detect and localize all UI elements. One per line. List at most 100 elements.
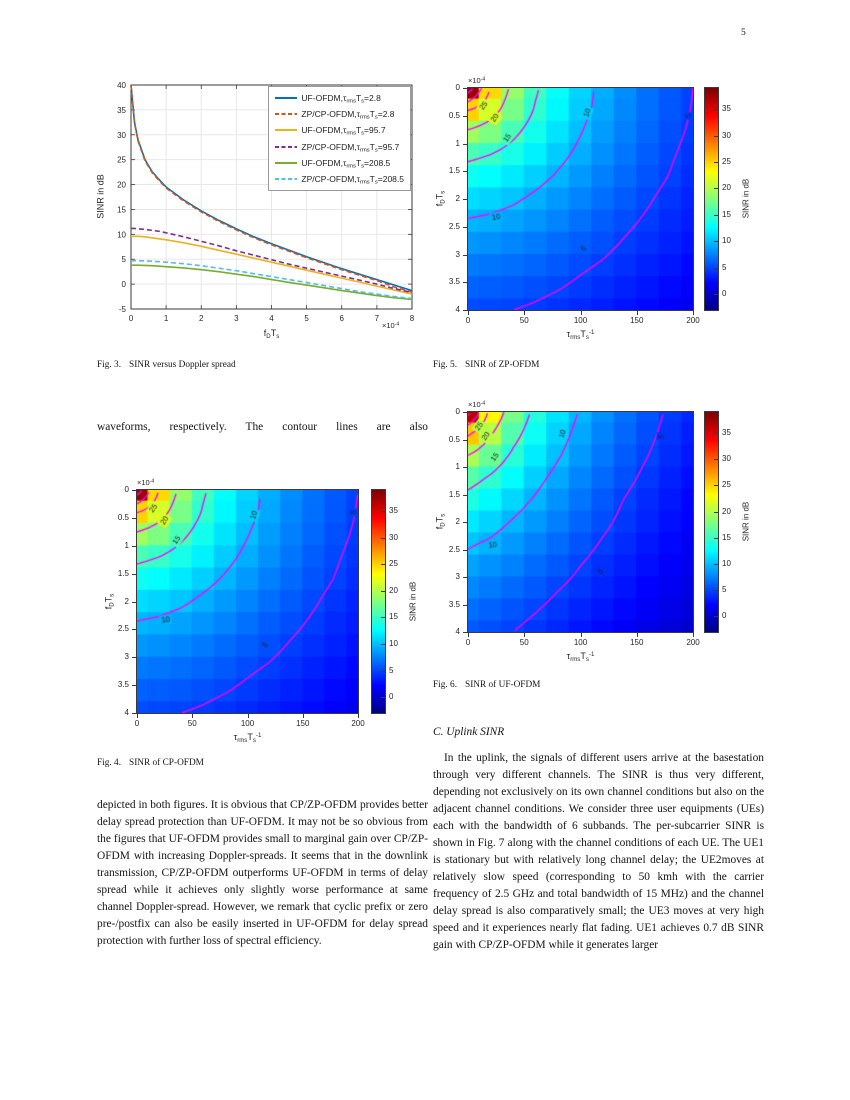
svg-text:35: 35 (117, 106, 126, 115)
x-tick (468, 633, 469, 637)
sinr-heatmap-canvas (468, 88, 693, 310)
y-tick-label: 1 (124, 540, 129, 550)
figure-4-heatmap: 0 50 100 150 200 0 0.5 1 1.5 2 2.5 3 3.5 4 τrmsTs-1 fDT… (97, 470, 427, 770)
svg-text:40: 40 (117, 81, 126, 90)
y-tick (463, 604, 467, 606)
x-tick-label: 50 (519, 316, 529, 325)
x-tick (247, 714, 249, 718)
colorbar-tick-label: 25 (722, 480, 731, 490)
colorbar-tick (381, 537, 385, 539)
y-tick-label: 0 (124, 485, 129, 494)
y-tick-label: 2 (455, 517, 460, 526)
colorbar-canvas (705, 412, 718, 632)
sinr-heatmap-canvas (137, 490, 358, 713)
svg-text:-5: -5 (119, 305, 127, 314)
y-tick-label: 3.5 (448, 599, 460, 609)
y-tick (463, 632, 467, 633)
left-column-paragraph: depicted in both figures. It is obvious … (97, 799, 428, 947)
y-tick (132, 713, 136, 714)
legend-entry: UF-OFDM,τrmsTs=95.7 (274, 122, 404, 138)
x-axis-label: τrmsTs-1 (233, 731, 262, 744)
x-tick-label: 50 (187, 719, 197, 728)
figure-5-heatmap: 0 50 100 150 200 0 0.5 1 1.5 2 2.5 3 3.5 4 τrmsTs-1 fDT… (433, 70, 850, 370)
figure-6-caption-text: SINR of UF-OFDM (465, 680, 541, 690)
y-tick-label: 2 (124, 596, 129, 606)
sinr-heatmap-canvas (468, 412, 693, 632)
right-column-paragraph: In the uplink, the signals of different … (433, 752, 764, 951)
colorbar-label: SINR in dB (408, 581, 418, 621)
colorbar-tick-label: 10 (389, 638, 398, 648)
x-tick-label: 150 (630, 316, 644, 325)
y-axis-label: fDTs (434, 513, 447, 530)
x-tick (137, 714, 138, 718)
x-tick-label: 0 (134, 719, 140, 728)
colorbar-tick-label: 20 (389, 585, 398, 595)
colorbar-tick (714, 109, 718, 111)
svg-text:6: 6 (340, 314, 345, 323)
y-axis-label: fDTs (103, 593, 116, 609)
colorbar-tick-label: 5 (722, 262, 727, 272)
colorbar-tick (714, 511, 718, 513)
y-axis-label: fDTs (434, 190, 447, 207)
y-tick-label: 0 (455, 83, 460, 92)
x-tick (693, 311, 694, 315)
svg-text:25: 25 (117, 156, 126, 165)
colorbar-tick-label: 10 (722, 236, 731, 246)
x-tick (524, 633, 526, 637)
svg-text:8: 8 (410, 314, 415, 323)
svg-text:30: 30 (117, 131, 126, 140)
x-axis-label: fDTs (263, 328, 280, 340)
figure-4-caption-text: SINR of CP-OFDM (129, 758, 204, 768)
colorbar-tick (381, 564, 385, 566)
colorbar-tick-label: 20 (722, 506, 731, 516)
colorbar-tick (714, 162, 718, 163)
colorbar-canvas (705, 88, 718, 310)
x-tick-label: 0 (465, 316, 471, 325)
colorbar-tick (714, 590, 718, 592)
x-tick-label: 200 (686, 316, 700, 325)
y-tick-label: 3.5 (448, 277, 460, 287)
y-tick-label: 3.5 (117, 680, 129, 690)
y-tick-label: 2 (455, 194, 460, 203)
legend-entry: ZP/CP-OFDM,τrmsTs=95.7 (274, 139, 404, 155)
legend-label: ZP/CP-OFDM,τrmsTs=95.7 (301, 141, 400, 154)
colorbar-tick-label: 30 (389, 532, 398, 542)
x-tick-label: 100 (240, 719, 255, 728)
legend-label: ZP/CP-OFDM,τrmsTs=208.5 (301, 174, 404, 186)
y-tick (463, 439, 467, 441)
y-tick-label: 1 (455, 462, 460, 471)
x-tick (468, 311, 469, 315)
figure-5-caption-text: SINR of ZP-OFDM (465, 360, 540, 370)
figure-3-line-chart: 0 1 2 3 4 5 6 7 8 -5 0 5 10 15 20 25 30 35 40 fDTs ×10-4 SINR… (95, 78, 427, 368)
x-tick (693, 633, 694, 637)
colorbar-tick-label: 15 (722, 532, 731, 542)
svg-text:5: 5 (122, 255, 127, 264)
y-tick-label: 0.5 (448, 110, 460, 120)
y-tick (463, 226, 467, 228)
x-tick (192, 714, 194, 718)
colorbar-tick (714, 616, 718, 618)
y-tick (463, 88, 467, 89)
legend-label: UF-OFDM,τrmsTs=208.5 (301, 157, 391, 170)
legend-entry: ZP/CP-OFDM,τrmsTs=2.8 (274, 106, 404, 122)
colorbar-tick-label: 0 (722, 289, 727, 299)
svg-text:4: 4 (269, 314, 274, 323)
y-tick-label: 3 (455, 249, 460, 259)
x-tick (636, 633, 638, 637)
colorbar-tick-label: 30 (722, 130, 731, 140)
y-tick (463, 143, 467, 145)
figure-6-caption-tag: Fig. 6. (433, 680, 458, 690)
x-tick-label: 200 (351, 719, 365, 728)
legend-entry: UF-OFDM,τrmsTs=2.8 (274, 90, 404, 106)
figure-3-caption-tag: Fig. 3. (97, 360, 122, 370)
y-tick (463, 522, 467, 523)
svg-text:5: 5 (304, 314, 309, 323)
y-tick (132, 517, 136, 519)
y-tick (463, 494, 467, 496)
x-tick (580, 633, 582, 637)
y-axis-label: SINR in dB (95, 174, 106, 219)
y-tick-label: 4 (455, 627, 460, 636)
y-tick-label: 0.5 (448, 434, 460, 444)
axis-multiplier: ×10-4 (468, 76, 486, 85)
